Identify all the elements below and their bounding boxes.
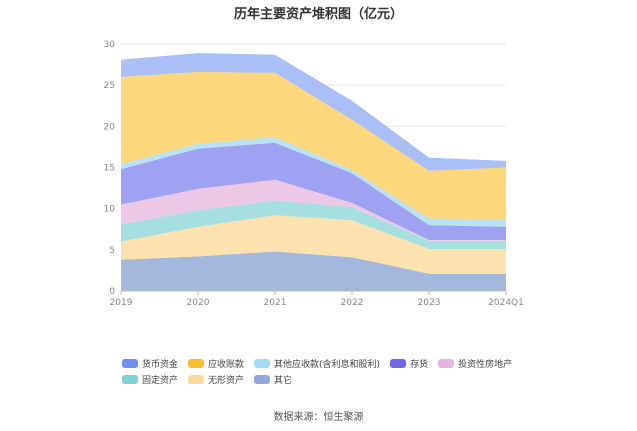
legend-swatch <box>438 358 455 368</box>
area-series-7[interactable] <box>121 53 506 171</box>
x-tick-label: 2023 <box>418 298 441 308</box>
chart-title: 历年主要资产堆积图（亿元） <box>233 7 403 22</box>
legend-label: 投资性房地产 <box>458 359 513 370</box>
legend-label: 货币资金 <box>142 359 179 370</box>
y-tick-label: 20 <box>104 122 116 132</box>
legend-label: 存货 <box>410 359 429 370</box>
y-tick-label: 15 <box>104 164 115 174</box>
area-series-5[interactable] <box>121 137 506 227</box>
legend-swatch <box>188 358 205 368</box>
legend-label: 应收账款 <box>208 359 245 370</box>
legend-item[interactable]: 其它 <box>254 371 292 387</box>
legend: 货币资金 应收账款 其他应收款(含利息和股利) 存货 投资性房地产固定资产 无形资产 其它 <box>122 355 542 387</box>
y-tick-label: 25 <box>104 81 115 91</box>
area-series-6[interactable] <box>121 72 506 220</box>
legend-swatch <box>188 374 205 384</box>
legend-label: 无形资产 <box>208 375 245 386</box>
legend-label: 固定资产 <box>142 375 179 386</box>
legend-swatch <box>254 374 271 384</box>
legend-item[interactable]: 投资性房地产 <box>438 355 512 371</box>
area-series-1[interactable] <box>121 215 506 274</box>
legend-label: 其他应收款(含利息和股利) <box>274 359 381 370</box>
x-tick-label: 2020 <box>187 298 210 308</box>
legend-item[interactable]: 无形资产 <box>188 371 244 387</box>
legend-item[interactable]: 存货 <box>390 355 428 371</box>
legend-swatch <box>122 358 138 368</box>
y-tick-label: 0 <box>109 287 115 297</box>
legend-item[interactable]: 其他应收款(含利息和股利) <box>254 355 380 371</box>
x-tick-label: 2021 <box>264 298 287 308</box>
y-tick-label: 10 <box>104 205 116 215</box>
legend-swatch <box>254 358 271 368</box>
area-series <box>121 53 506 291</box>
legend-label: 其它 <box>274 375 293 386</box>
area-series-2[interactable] <box>121 200 506 249</box>
area-series-3[interactable] <box>121 179 506 241</box>
legend-swatch <box>122 374 138 384</box>
y-tick-label: 30 <box>104 40 116 50</box>
x-tick-label: 2024Q1 <box>488 298 524 308</box>
legend-item[interactable]: 固定资产 <box>122 371 178 387</box>
x-tick-label: 2019 <box>110 298 133 308</box>
x-tick-label: 2022 <box>341 298 364 308</box>
legend-item[interactable]: 应收账款 <box>188 355 244 371</box>
legend-swatch <box>390 358 407 368</box>
data-source-note: 数据来源：恒生聚源 <box>273 412 364 423</box>
axes: 0 5 10 15 20 25 30 2019 2020 2021 2022 2023 2024Q1 <box>104 40 524 308</box>
area-series-0[interactable] <box>121 251 506 292</box>
legend-item[interactable]: 货币资金 <box>122 355 178 371</box>
y-tick-label: 5 <box>109 246 115 256</box>
area-series-4[interactable] <box>121 142 506 240</box>
stacked-area-chart: 0 5 10 15 20 25 30 2019 2020 2021 2022 2023 2024Q1 <box>104 40 524 308</box>
legend-row: 货币资金 应收账款 其他应收款(含利息和股利) 存货 投资性房地产固定资产 无形资产 其它 <box>122 355 542 387</box>
